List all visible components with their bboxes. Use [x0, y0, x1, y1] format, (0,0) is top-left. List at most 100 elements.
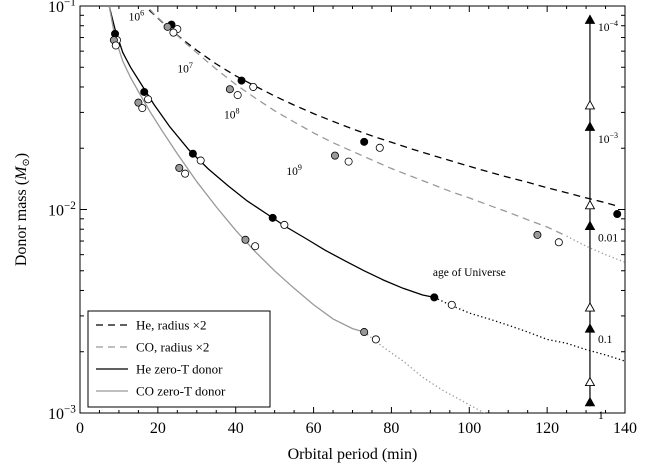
scale-label: 1: [598, 410, 604, 422]
legend-label: CO, radius ×2: [136, 340, 209, 355]
y-tick-label-exponent: −3: [64, 403, 76, 415]
x-tick-labels: 0 20 40 60 80 100 120 140: [76, 420, 637, 437]
scale-label-base: 10: [598, 134, 610, 146]
y-axis-label-main: Donor mass (: [13, 180, 30, 266]
y-axis-label-unit: M: [13, 165, 30, 181]
series-line-0: [144, 6, 618, 207]
filled-marker: [330, 151, 339, 160]
open-triangle-marker: [584, 302, 596, 312]
series-curves: [108, 6, 625, 413]
legend-label: He zero-T donor: [136, 362, 223, 377]
age-label-base: 10: [224, 110, 236, 122]
filled-marker: [533, 230, 542, 239]
open-marker: [344, 157, 353, 166]
scale-label: 0.01: [598, 232, 618, 244]
filled-triangle-marker: [584, 323, 596, 333]
age-label-exponent: 6: [140, 9, 144, 18]
legend-label: He, radius ×2: [136, 318, 207, 333]
y-tick-label-exponent: −1: [64, 0, 76, 8]
open-marker: [169, 28, 178, 37]
y-tick-labels: 10−110−210−3: [48, 0, 76, 423]
filled-marker: [613, 210, 622, 219]
filled-marker: [163, 22, 172, 31]
open-marker: [196, 156, 205, 165]
y-tick-label-base: 10: [48, 0, 64, 16]
series-markers: [109, 20, 622, 344]
age-label: 108: [224, 107, 240, 122]
open-marker: [375, 143, 384, 152]
age-of-universe-annotation: age of Universe: [433, 267, 506, 279]
filled-triangle-marker: [584, 220, 596, 231]
y-tick-label: 10−1: [48, 0, 76, 16]
open-marker: [554, 238, 563, 247]
filled-marker: [360, 137, 369, 146]
scale-label-exponent: −3: [609, 131, 618, 140]
x-tick-label: 60: [306, 420, 322, 437]
x-tick-label: 80: [383, 420, 399, 437]
filled-marker: [241, 235, 250, 244]
x-tick-label: 140: [613, 420, 637, 437]
age-label: 109: [286, 163, 302, 178]
series-extension-2: [434, 296, 625, 362]
open-marker: [371, 335, 380, 344]
open-marker: [251, 242, 260, 251]
x-tick-label: 100: [457, 420, 481, 437]
y-tick-label-exponent: −2: [64, 200, 76, 212]
scale-label: 0.1: [598, 334, 613, 346]
filled-triangle-marker: [584, 396, 596, 407]
open-marker: [144, 95, 153, 104]
series-line-3: [108, 6, 365, 333]
x-tick-label: 0: [76, 420, 84, 437]
open-marker: [233, 91, 242, 100]
filled-marker: [237, 76, 246, 85]
x-axis-label: Orbital period (min): [288, 446, 418, 463]
filled-triangle-marker: [584, 121, 596, 131]
age-label-base: 10: [177, 64, 189, 76]
x-tick-label: 120: [535, 420, 559, 437]
filled-marker: [430, 293, 439, 302]
filled-marker: [134, 98, 143, 107]
y-axis-label-sun-symbol: ⊙: [21, 158, 32, 166]
vertical-scale: 10−410−30.010.11: [584, 14, 618, 422]
open-marker: [111, 41, 120, 50]
y-tick-label: 10−2: [48, 200, 76, 220]
filled-marker: [140, 87, 149, 96]
open-marker: [249, 82, 258, 91]
series-line-1: [145, 6, 567, 237]
age-label-base: 10: [129, 11, 141, 23]
open-triangle-marker: [584, 199, 596, 210]
legend: He, radius ×2 CO, radius ×2 He zero-T dono…: [87, 310, 271, 408]
scale-label: 10−3: [598, 131, 618, 146]
y-tick-label-base: 10: [48, 203, 64, 220]
open-triangle-marker: [584, 376, 596, 387]
age-label-exponent: 7: [189, 61, 193, 70]
axis-ticks: [79, 5, 626, 414]
open-marker: [138, 104, 147, 113]
open-triangle-marker: [584, 99, 596, 110]
filled-marker: [268, 213, 277, 222]
age-label: 106: [129, 9, 145, 24]
age-label-exponent: 9: [298, 163, 302, 172]
filled-marker: [175, 163, 184, 172]
open-marker: [181, 169, 190, 178]
scale-label: 10−4: [598, 19, 618, 34]
filled-marker: [225, 85, 234, 94]
x-tick-label: 20: [150, 420, 166, 437]
legend-label: CO zero-T donor: [136, 384, 226, 399]
age-label: 107: [177, 61, 193, 76]
scale-label-base: 10: [598, 22, 610, 34]
open-marker: [447, 300, 456, 309]
series-extension-3: [363, 331, 486, 413]
filled-marker: [360, 328, 369, 337]
age-label-base: 10: [286, 166, 298, 178]
series-line-2: [108, 6, 435, 299]
scale-label-exponent: −4: [609, 19, 618, 28]
x-tick-label: 40: [228, 420, 244, 437]
y-tick-label: 10−3: [48, 403, 76, 423]
open-marker: [280, 220, 289, 229]
y-axis-label: Donor mass (M⊙): [13, 153, 32, 266]
age-label-exponent: 8: [236, 107, 240, 116]
y-axis-label-close: ): [13, 153, 30, 158]
